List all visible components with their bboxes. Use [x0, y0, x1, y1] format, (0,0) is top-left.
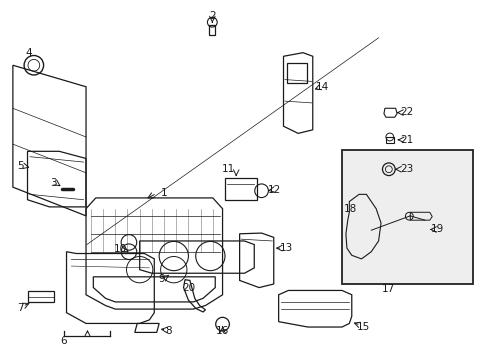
Text: 11: 11	[222, 164, 235, 174]
Text: 17: 17	[382, 284, 395, 294]
Text: 3: 3	[50, 178, 57, 188]
Text: 7: 7	[17, 303, 23, 314]
Text: 15: 15	[356, 322, 369, 332]
Text: 5: 5	[17, 161, 23, 171]
Text: 19: 19	[430, 225, 443, 234]
Text: 9: 9	[158, 274, 164, 284]
Text: 12: 12	[267, 185, 281, 195]
Text: 21: 21	[399, 135, 412, 145]
Text: 1: 1	[161, 188, 167, 198]
Bar	[341, 149, 472, 284]
Bar	[287, 63, 306, 83]
Text: 10: 10	[113, 244, 126, 254]
Text: 20: 20	[182, 283, 195, 293]
Text: 13: 13	[279, 243, 292, 253]
Text: 2: 2	[208, 11, 215, 21]
Text: 23: 23	[399, 164, 412, 174]
Text: 22: 22	[399, 107, 412, 117]
Text: 16: 16	[216, 326, 229, 336]
Text: 4: 4	[25, 48, 32, 58]
Text: 6: 6	[60, 336, 66, 346]
Text: 8: 8	[165, 325, 172, 336]
Text: 18: 18	[344, 204, 357, 214]
Text: 14: 14	[315, 82, 328, 92]
